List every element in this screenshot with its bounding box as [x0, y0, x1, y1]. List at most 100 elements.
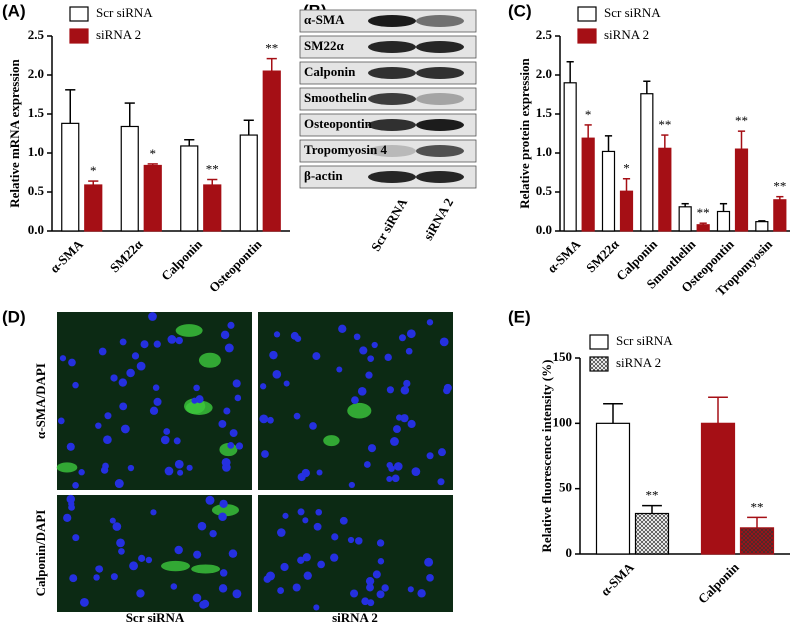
panel-label: (A)	[2, 1, 26, 20]
nucleus	[167, 335, 177, 344]
nucleus	[228, 549, 238, 558]
significance-label: **	[206, 162, 219, 177]
nucleus	[317, 560, 326, 569]
nucleus	[175, 336, 183, 345]
nucleus	[68, 358, 76, 367]
nucleus	[186, 464, 193, 471]
y-tick-label: 0.0	[28, 222, 44, 237]
significance-label: **	[773, 179, 786, 194]
nucleus	[269, 350, 278, 360]
nucleus	[376, 590, 385, 599]
nucleus	[69, 574, 78, 583]
nucleus	[79, 597, 89, 607]
nucleus	[120, 424, 130, 434]
blot-row-label: β-actin	[304, 168, 343, 183]
nucleus	[102, 462, 109, 470]
nucleus	[331, 533, 339, 541]
blot-band	[416, 41, 464, 53]
nucleus	[388, 465, 395, 472]
legend-swatch	[577, 6, 597, 22]
nucleus	[126, 368, 135, 378]
significance-label: **	[658, 117, 671, 132]
nucleus	[400, 414, 409, 423]
nucleus	[174, 459, 184, 469]
nucleus	[235, 442, 244, 450]
y-tick-label: 0.5	[28, 183, 45, 198]
y-tick-label: 2.0	[536, 66, 552, 81]
legend-swatch	[589, 334, 609, 350]
nucleus	[193, 550, 202, 559]
y-tick-label: 2.5	[28, 27, 45, 42]
significance-label: **	[265, 41, 278, 56]
green-cell	[347, 402, 372, 419]
nucleus	[127, 464, 135, 472]
nucleus	[293, 412, 301, 420]
blot-row-label: Smoothelin	[304, 90, 368, 105]
nucleus	[315, 508, 323, 516]
nucleus	[437, 478, 445, 486]
nucleus	[140, 340, 149, 349]
nucleus	[396, 414, 403, 421]
nucleus	[63, 513, 72, 522]
nucleus	[336, 366, 343, 373]
legend-swatch	[69, 28, 89, 44]
nucleus	[152, 384, 160, 391]
nucleus	[234, 394, 242, 402]
nucleus	[136, 589, 145, 598]
nucleus	[118, 548, 125, 555]
nucleus	[93, 574, 100, 581]
nucleus	[209, 529, 217, 538]
nucleus	[355, 537, 363, 545]
nucleus	[407, 419, 416, 429]
nucleus	[221, 457, 231, 467]
nucleus	[78, 469, 85, 476]
bar	[700, 422, 736, 555]
nucleus	[197, 521, 207, 531]
bar	[563, 82, 577, 232]
nucleus	[119, 402, 128, 411]
nucleus	[218, 420, 227, 428]
green-cell	[161, 560, 191, 572]
bar	[640, 93, 654, 232]
nucleus	[302, 517, 309, 524]
nucleus	[220, 330, 230, 340]
nucleus	[118, 378, 128, 387]
nucleus	[351, 396, 359, 404]
nucleus	[103, 435, 112, 445]
blot-band	[416, 15, 464, 27]
nucleus	[426, 452, 434, 460]
y-tick-label: 50	[559, 480, 572, 495]
nucleus	[72, 381, 79, 389]
nucleus	[174, 545, 183, 555]
nucleus	[57, 417, 65, 425]
nucleus	[191, 397, 198, 404]
nucleus	[260, 383, 267, 390]
nucleus	[72, 482, 79, 489]
bar	[180, 145, 199, 232]
nucleus	[290, 331, 299, 340]
nucleus	[227, 321, 235, 329]
nucleus	[164, 466, 174, 476]
nucleus	[406, 329, 416, 339]
nucleus	[129, 561, 139, 571]
panel-label: (D)	[2, 307, 26, 326]
nucleus	[145, 556, 153, 564]
nucleus	[72, 534, 80, 542]
bar	[84, 184, 103, 232]
nucleus	[393, 425, 401, 434]
nucleus	[353, 333, 361, 341]
nucleus	[443, 386, 451, 395]
legend-label: Scr siRNA	[96, 5, 153, 20]
nucleus	[330, 553, 339, 562]
legend-label: siRNA 2	[616, 355, 661, 370]
x-tick-label: α-SMA	[47, 236, 87, 276]
nucleus	[232, 589, 242, 599]
blot-band	[368, 93, 416, 105]
nucleus	[376, 539, 385, 547]
bar	[262, 70, 281, 232]
nucleus	[390, 437, 399, 446]
blot-lane-label: Scr siRNA	[368, 195, 411, 254]
nucleus	[223, 407, 231, 415]
nucleus	[138, 554, 146, 562]
nucleus	[398, 334, 406, 342]
